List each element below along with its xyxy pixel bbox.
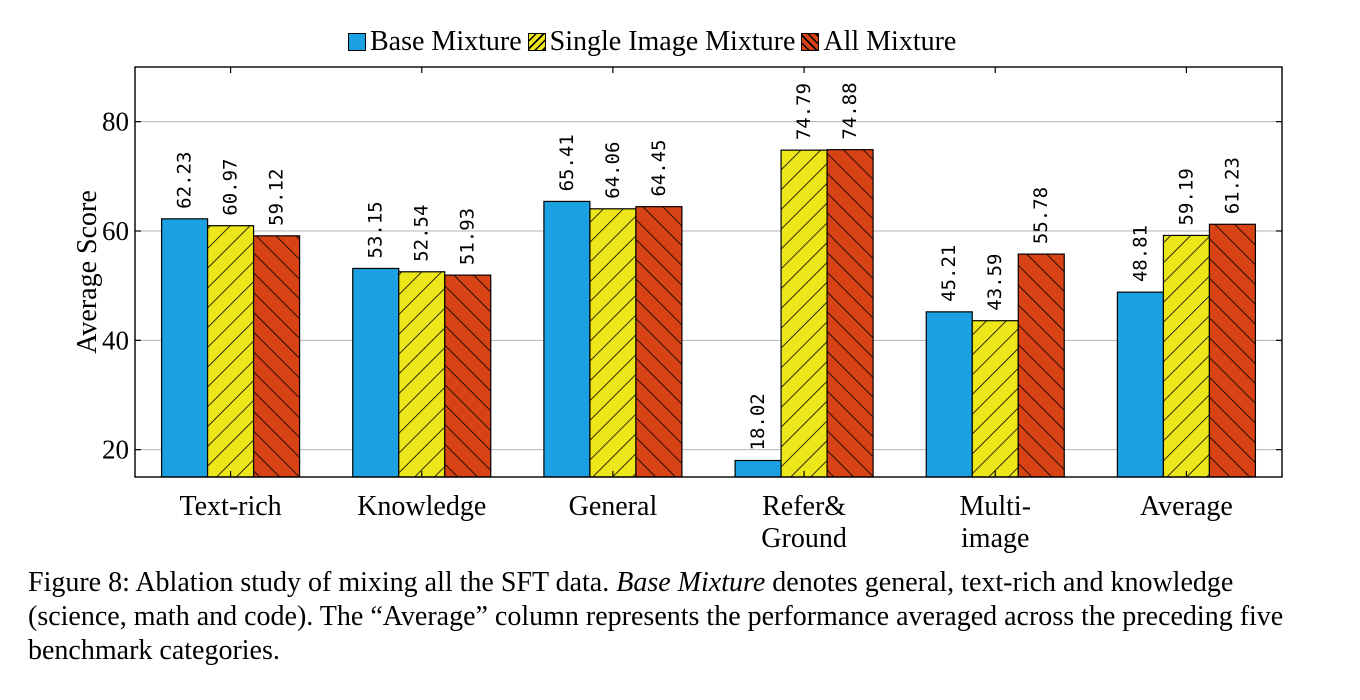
x-tick-label: Multi-image [959, 491, 1031, 554]
data-label: 64.45 [648, 139, 670, 196]
caption-emphasis: Base Mixture [616, 567, 766, 598]
data-label: 74.88 [839, 82, 861, 139]
data-label: 53.15 [365, 201, 387, 258]
legend-label-base: Base Mixture [370, 26, 522, 57]
bar [352, 267, 400, 478]
legend: Base Mixture Single Image Mixture All Mi… [348, 24, 962, 60]
data-label: 64.06 [602, 142, 624, 199]
bar [780, 149, 828, 478]
x-tick-label: Refer& Ground [761, 491, 847, 554]
bar [398, 271, 446, 478]
y-tick-label: 40 [102, 325, 129, 355]
x-tick-label-line: Knowledge [357, 491, 486, 522]
caption-prefix: Figure 8: Ablation study of mixing all t… [28, 567, 617, 598]
bar [925, 311, 973, 478]
grid-lines [135, 121, 1282, 451]
data-labels: 62.23 60.97 59.12 53.15 52.54 51.93 65.41 64.06… [174, 82, 1244, 450]
bar [252, 235, 301, 478]
x-tick-label: General [569, 491, 658, 522]
bar [826, 149, 874, 478]
data-label: 43.59 [984, 254, 1006, 311]
y-tick-label: 20 [102, 435, 129, 465]
data-label: 48.81 [1129, 225, 1151, 282]
axes: 20 40 60 80 Text-rich Knowledge General Refer& G… [102, 66, 1283, 554]
x-tick-label: Average [1140, 491, 1233, 522]
bar [734, 459, 782, 478]
bar [1116, 291, 1165, 478]
legend-label-all: All Mixture [823, 26, 957, 57]
bar [206, 225, 255, 478]
x-tick-label-line: Ground [761, 523, 847, 554]
y-tick-label: 60 [102, 216, 129, 246]
data-label: 52.54 [411, 205, 433, 262]
legend-label-single: Single Image Mixture [549, 26, 796, 57]
data-label: 62.23 [174, 152, 196, 209]
bar [1017, 253, 1065, 478]
data-label: 65.41 [556, 134, 578, 191]
bar [160, 218, 209, 478]
bar-chart: 62.23 60.97 59.12 53.15 52.54 51.93 65.41 64.06… [72, 66, 1283, 554]
plot-frame [134, 66, 1283, 478]
x-tick-label-line: Average [1140, 491, 1233, 522]
bar [971, 320, 1019, 478]
caption-suffix: denotes general, text-rich and knowledge… [28, 567, 1284, 666]
x-tick-label: Knowledge [357, 491, 486, 522]
legend-item-all: All Mixture [801, 26, 956, 58]
bar [1162, 234, 1211, 478]
legend-swatch-base [348, 33, 366, 51]
bars [160, 149, 1257, 478]
data-label: 18.02 [747, 393, 769, 450]
legend-item-base: Base Mixture [348, 26, 522, 58]
legend-swatch-single [527, 33, 546, 51]
data-label: 45.21 [938, 245, 960, 302]
x-tick-label-line: Refer& [762, 491, 846, 522]
bar [444, 274, 492, 478]
bar [635, 206, 683, 478]
data-label: 51.93 [457, 208, 479, 265]
x-tick-label-line: General [569, 491, 658, 522]
y-tick-label: 80 [102, 107, 129, 137]
data-label: 59.19 [1175, 168, 1197, 225]
data-label: 61.23 [1221, 157, 1243, 214]
legend-swatch-all [801, 33, 820, 51]
data-label: 60.97 [220, 158, 242, 215]
bar [543, 200, 591, 478]
legend-item-single: Single Image Mixture [527, 26, 796, 58]
bar [1208, 223, 1257, 478]
x-tick-label: Text-rich [179, 491, 281, 522]
x-tick-label-line: Text-rich [179, 491, 281, 522]
data-label: 59.12 [266, 169, 288, 226]
data-label: 55.78 [1030, 187, 1052, 244]
x-tick-label-line: image [961, 523, 1029, 554]
x-tick-label-line: Multi- [959, 491, 1031, 522]
y-axis-label: Average Score [72, 190, 103, 354]
figure-caption: Figure 8: Ablation study of mixing all t… [28, 566, 1338, 668]
bar [589, 208, 637, 478]
data-label: 74.79 [793, 83, 815, 140]
